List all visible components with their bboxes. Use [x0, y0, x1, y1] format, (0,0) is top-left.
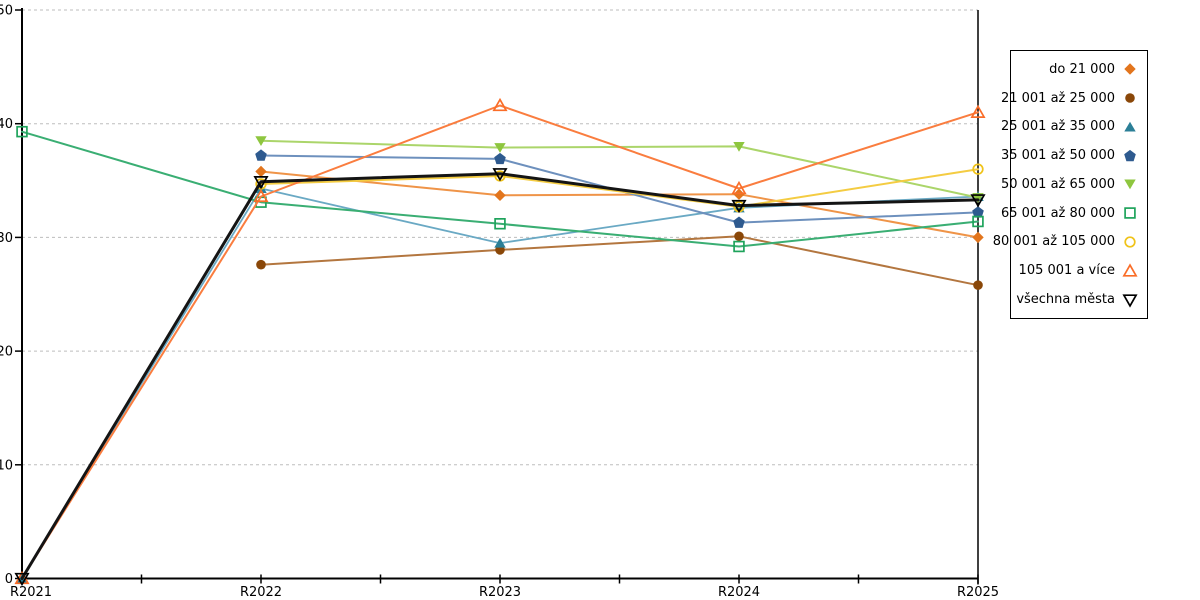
circle-open-marker-icon	[972, 163, 984, 175]
series-všechna-města	[14, 168, 986, 587]
square-open-marker-icon	[16, 125, 28, 138]
x-tick-label: R2023	[479, 585, 521, 600]
series-105-001-a-více	[14, 97, 986, 585]
circle-open-marker-icon	[1124, 236, 1136, 248]
series-line	[21, 130, 979, 248]
x-tick-label: R2022	[240, 585, 282, 600]
square-open-legend-icon	[1124, 207, 1136, 219]
triangle-up-filled-marker-icon	[494, 237, 506, 248]
triangle-up-open-legend-icon	[1122, 263, 1138, 277]
triangle-up-filled-marker-icon	[1124, 121, 1136, 132]
triangle-up-open-marker-icon	[492, 97, 508, 112]
triangle-down-open-marker-icon	[253, 176, 269, 190]
legend-item-label: všechna města	[1016, 292, 1115, 307]
legend-item-label: 80 001 až 105 000	[992, 234, 1115, 250]
triangle-up-open-marker-icon	[970, 104, 986, 118]
legend-item: všechna města	[1015, 292, 1139, 308]
pentagon-filled-marker-icon	[494, 152, 506, 165]
triangle-down-filled-marker-icon	[1124, 179, 1136, 190]
legend-item-label: 21 001 až 25 000	[1000, 90, 1115, 106]
pentagon-filled-legend-icon	[1124, 149, 1136, 161]
series-line	[260, 170, 979, 239]
square-open-marker-icon	[494, 218, 506, 230]
triangle-up-open-marker-icon	[731, 180, 747, 195]
series-80-001-až-105-000	[255, 163, 984, 213]
pentagon-filled-marker-icon	[255, 149, 267, 161]
legend-item: 80 001 až 105 000	[993, 234, 1139, 250]
diamond-filled-legend-icon	[1124, 63, 1136, 76]
legend-item: 65 001 až 80 000	[1001, 205, 1139, 221]
circle-filled-marker-icon	[973, 280, 983, 290]
legend-item-label: do 21 000	[1049, 61, 1115, 77]
triangle-up-open-marker-icon	[253, 188, 269, 203]
triangle-up-filled-legend-icon	[1124, 121, 1136, 132]
legend-item-label: 25 001 až 35 000	[1000, 119, 1115, 135]
pentagon-filled-marker-icon	[1124, 149, 1136, 161]
circle-filled-marker-icon	[734, 231, 744, 242]
triangle-down-filled-marker-icon	[494, 143, 506, 153]
legend-item: 25 001 až 35 000	[1001, 119, 1139, 135]
triangle-down-open-marker-icon	[1122, 293, 1138, 308]
diamond-filled-marker-icon	[1124, 63, 1136, 76]
triangle-up-open-marker-icon	[1122, 263, 1138, 277]
diamond-filled-marker-icon	[972, 231, 984, 244]
series-65-001-až-80-000	[16, 125, 984, 253]
triangle-down-filled-marker-icon	[733, 141, 745, 152]
series-25-001-až-35-000	[16, 183, 984, 583]
y-tick-label: 40	[0, 117, 13, 132]
series-21-001-až-25-000	[256, 231, 983, 290]
diamond-filled-marker-icon	[255, 165, 267, 178]
series-do-21-000	[255, 165, 984, 244]
circle-open-legend-icon	[1124, 236, 1136, 248]
x-tick-label: R2025	[957, 585, 999, 600]
legend-item: do 21 000	[1015, 61, 1139, 77]
series-line	[260, 168, 979, 208]
y-tick-label: 50	[0, 4, 13, 19]
legend-item: 35 001 až 50 000	[1001, 148, 1139, 164]
legend-item-label: 65 001 až 80 000	[1000, 205, 1115, 221]
diamond-filled-marker-icon	[733, 188, 745, 200]
legend: do 21 000 21 001 až 25 000 25 001 až 35 00…	[993, 50, 1148, 319]
series-line	[20, 172, 980, 580]
square-open-marker-icon	[1124, 207, 1136, 219]
pentagon-filled-marker-icon	[733, 216, 745, 228]
y-tick-label: 0	[5, 572, 13, 587]
legend-item-label: 50 001 až 65 000	[1000, 176, 1115, 192]
triangle-down-filled-marker-icon	[255, 136, 267, 147]
triangle-down-filled-legend-icon	[1124, 179, 1136, 190]
square-open-marker-icon	[972, 215, 984, 228]
triangle-down-open-marker-icon	[731, 199, 747, 214]
x-tick-label: R2024	[718, 585, 760, 600]
legend-item: 50 001 až 65 000	[1001, 176, 1139, 192]
circle-filled-legend-icon	[1125, 93, 1135, 103]
triangle-down-open-legend-icon	[1122, 293, 1138, 308]
diamond-filled-marker-icon	[494, 189, 506, 202]
triangle-down-open-marker-icon	[14, 572, 30, 587]
pentagon-filled-marker-icon	[972, 206, 984, 218]
circle-filled-marker-icon	[256, 259, 266, 270]
legend-item: 105 001 a více	[1015, 263, 1139, 279]
legend-item-label: 105 001 a více	[1018, 263, 1115, 279]
legend-item: 21 001 až 25 000	[1001, 90, 1139, 106]
y-tick-label: 30	[0, 231, 13, 246]
circle-filled-marker-icon	[1125, 93, 1135, 103]
y-tick-label: 20	[0, 345, 13, 360]
legend-item-label: 35 001 až 50 000	[1000, 148, 1115, 164]
series-line	[260, 235, 979, 287]
series-line	[21, 104, 979, 580]
y-tick-label: 10	[0, 458, 13, 473]
square-open-marker-icon	[733, 240, 745, 253]
triangle-down-open-marker-icon	[970, 194, 986, 208]
triangle-down-open-marker-icon	[492, 168, 508, 182]
x-tick-label: R2021	[10, 585, 52, 600]
